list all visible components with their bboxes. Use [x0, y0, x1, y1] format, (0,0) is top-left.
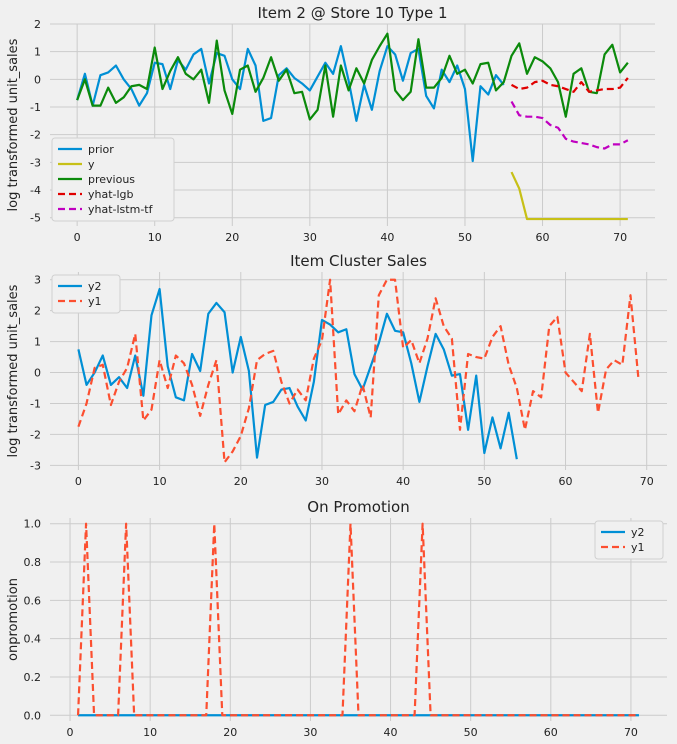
x-tick-label: 50: [464, 726, 478, 739]
x-tick-label: 10: [148, 231, 162, 244]
legend-label: yhat-lgb: [88, 188, 134, 201]
y-tick-label: 0: [34, 73, 41, 86]
chart-title: On Promotion: [307, 498, 409, 516]
series-line-yhat-lgb: [510, 77, 629, 93]
chart-3: 0 10 20 30 40 50 60 70 1.0 0.8 0.6 0.4 0.2 0.0 On Prom…: [6, 498, 667, 739]
y-tick-label: 0.0: [24, 709, 42, 722]
x-tick-label: 40: [396, 475, 410, 488]
y-tick-label: 1: [34, 46, 41, 59]
x-tick-label: 60: [544, 726, 558, 739]
legend-label: prior: [88, 143, 114, 156]
x-tick-label: 20: [234, 475, 248, 488]
legend-label: previous: [88, 173, 135, 186]
legend-box: [51, 274, 121, 314]
series-line-y1: [76, 522, 639, 717]
x-tick-label: 20: [223, 726, 237, 739]
y-tick-label: -3: [30, 459, 41, 472]
x-tick-label: 0: [75, 475, 82, 488]
series-line-y1: [77, 278, 640, 464]
x-tick-label: 10: [143, 726, 157, 739]
y-tick-label: 2: [34, 18, 41, 31]
x-tick-label: 30: [303, 231, 317, 244]
y-tick-label: -2: [30, 428, 41, 441]
x-tick-label: 40: [380, 231, 394, 244]
x-tick-label: 30: [303, 726, 317, 739]
y-axis-label: log transformed unit_sales: [6, 38, 21, 211]
series-line-previous: [76, 32, 629, 121]
series-line-y2: [77, 287, 518, 460]
legend-box: [594, 520, 664, 560]
chart-title: Item 2 @ Store 10 Type 1: [257, 4, 447, 22]
x-tick-label: 30: [315, 475, 329, 488]
legend-label: y: [88, 158, 95, 171]
x-tick-label: 60: [536, 231, 550, 244]
y-tick-label: -1: [30, 397, 41, 410]
y-axis-label: log transformed unit_sales: [6, 284, 21, 457]
y-tick-label: 0.8: [24, 556, 42, 569]
legend-label: yhat-lstm-tf: [88, 203, 154, 216]
x-tick-label: 70: [613, 231, 627, 244]
y-tick-label: 1: [34, 336, 41, 349]
x-tick-label: 70: [640, 475, 654, 488]
y-tick-label: -2: [30, 129, 41, 142]
legend-label: y2: [631, 526, 645, 539]
x-tick-label: 60: [559, 475, 573, 488]
legend-label: y2: [88, 280, 102, 293]
x-tick-label: 50: [458, 231, 472, 244]
legend-box: [51, 137, 175, 222]
chart-title: Item Cluster Sales: [290, 252, 427, 270]
series-line-yhat-lstm-tf: [510, 100, 629, 150]
y-tick-label: 3: [34, 274, 41, 287]
x-tick-label: 40: [384, 726, 398, 739]
y-tick-label: 0.4: [24, 633, 42, 646]
legend-label: y1: [631, 541, 645, 554]
x-tick-label: 50: [477, 475, 491, 488]
legend: prior y previous yhat-lgb yhat-lstm-tf: [51, 137, 175, 222]
y-tick-label: -5: [30, 212, 41, 225]
y-tick-label: -3: [30, 156, 41, 169]
series-line-y: [510, 171, 628, 221]
y-tick-label: 1.0: [24, 518, 42, 531]
y-axis-label: onpromotion: [6, 578, 21, 661]
y-tick-label: 2: [34, 305, 41, 318]
x-tick-label: 0: [67, 726, 74, 739]
y-tick-label: 0.6: [24, 594, 42, 607]
y-tick-label: -1: [30, 101, 41, 114]
x-tick-label: 0: [74, 231, 81, 244]
series-line-prior: [76, 45, 505, 163]
x-tick-label: 10: [153, 475, 167, 488]
x-tick-label: 20: [225, 231, 239, 244]
y-tick-label: -4: [30, 184, 41, 197]
y-tick-label: 0.2: [24, 671, 42, 684]
x-tick-label: 70: [624, 726, 638, 739]
y-tick-label: 0: [34, 367, 41, 380]
legend-label: y1: [88, 295, 102, 308]
